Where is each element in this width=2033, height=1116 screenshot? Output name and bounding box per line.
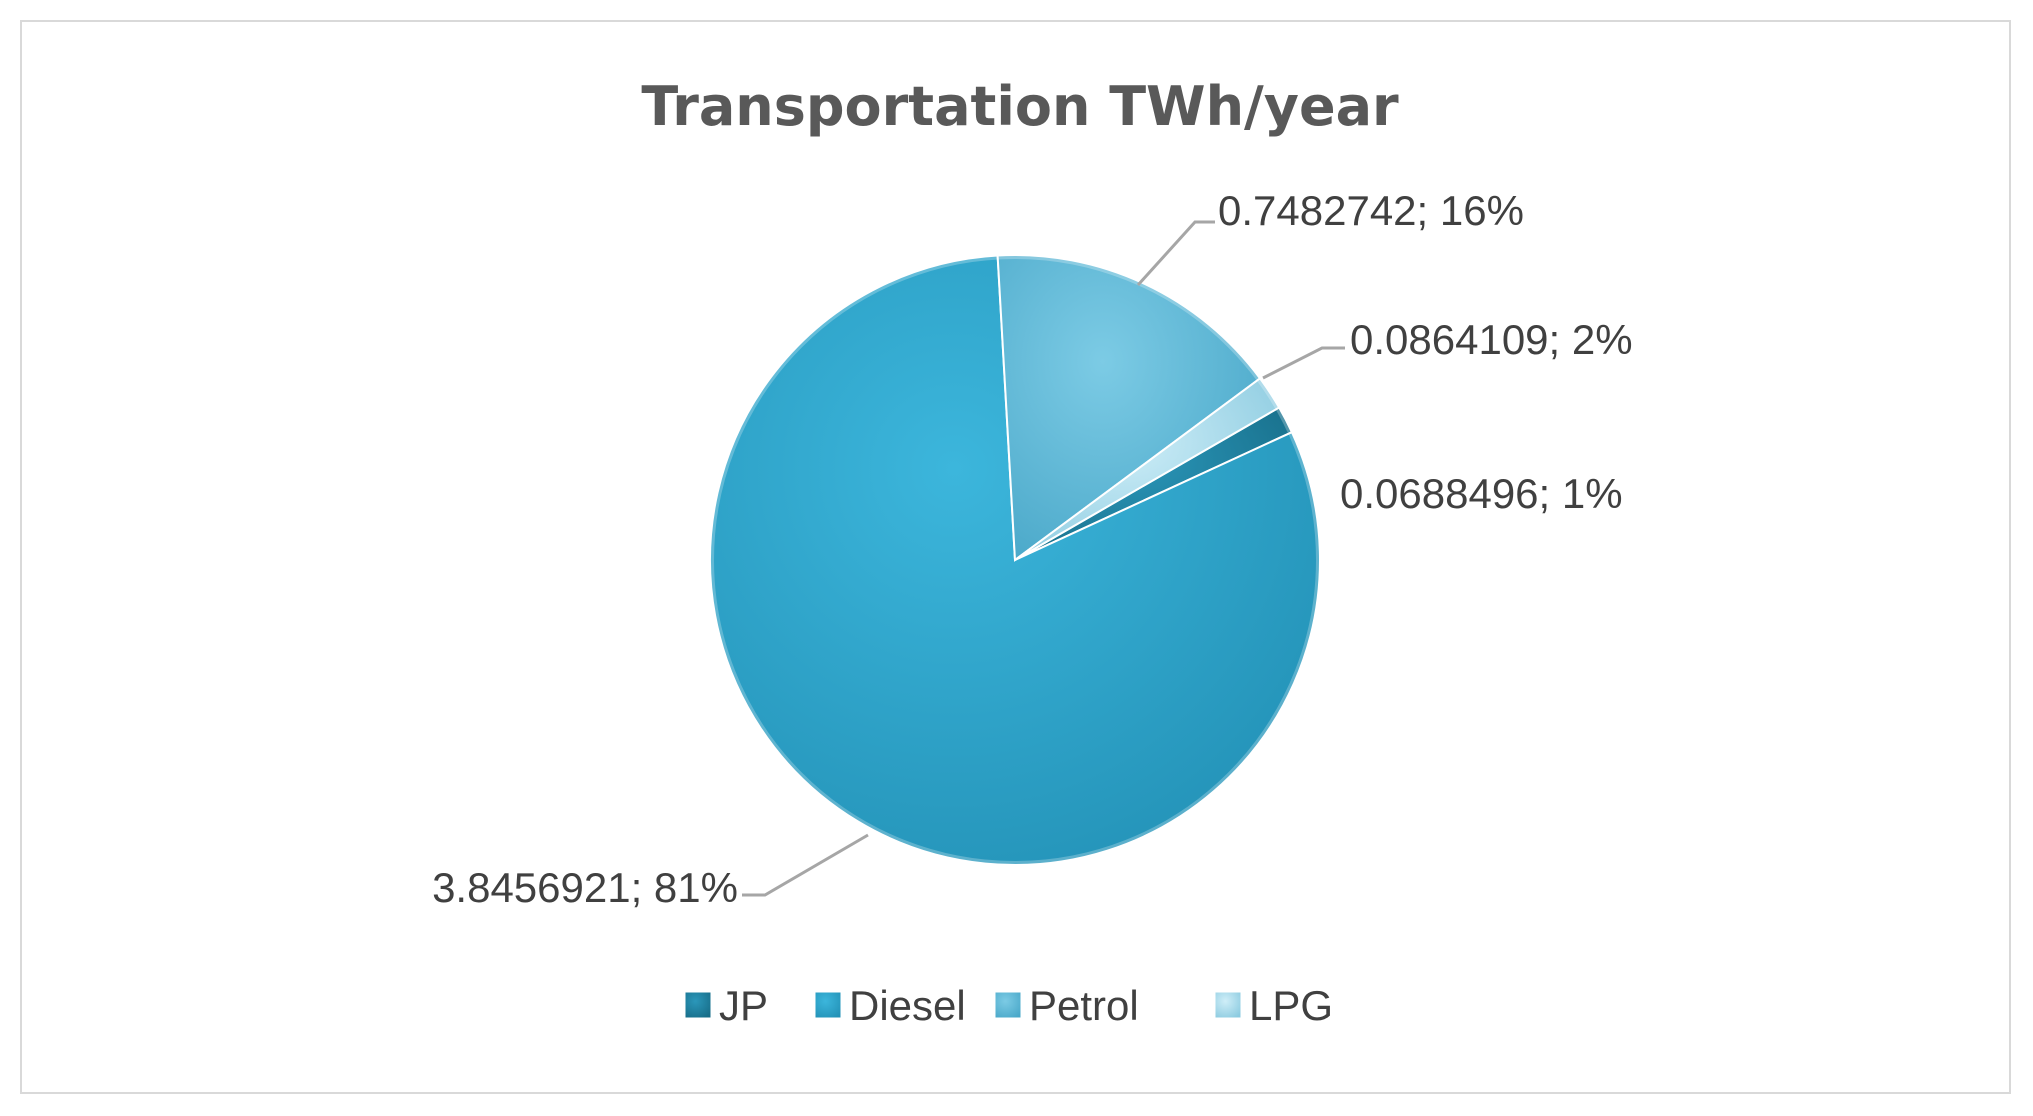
data-label-lpg: 0.0864109; 2% <box>1350 316 1633 363</box>
legend-swatch-diesel <box>814 991 842 1019</box>
pie-slices <box>709 254 1321 866</box>
pie-slice-petrol <box>996 254 1262 562</box>
legend-swatch-lpg <box>1214 991 1242 1019</box>
legend: JP Diesel Petrol LPG <box>684 982 1333 1029</box>
legend-label-jp: JP <box>719 982 768 1029</box>
leader-lines <box>742 220 1345 897</box>
legend-swatch-petrol <box>994 991 1022 1019</box>
data-label-jp: 0.0688496; 1% <box>1340 470 1623 517</box>
data-labels: 0.7482742; 16% 0.0864109; 2% 0.0688496; … <box>432 187 1633 911</box>
chart-title: Transportation TWh/year <box>641 75 1399 138</box>
data-label-petrol: 0.7482742; 16% <box>1218 187 1524 234</box>
legend-label-diesel: Diesel <box>849 982 966 1029</box>
pie-slice-lpg <box>1014 376 1281 561</box>
legend-label-petrol: Petrol <box>1029 982 1139 1029</box>
leader-line-petrol <box>1136 220 1215 287</box>
leader-line-lpg <box>1262 346 1345 380</box>
legend-label-lpg: LPG <box>1249 982 1333 1029</box>
data-label-diesel: 3.8456921; 81% <box>432 864 738 911</box>
pie-rim-highlight <box>710 255 1320 865</box>
legend-swatch-jp <box>684 991 712 1019</box>
leader-line-diesel <box>742 833 869 897</box>
